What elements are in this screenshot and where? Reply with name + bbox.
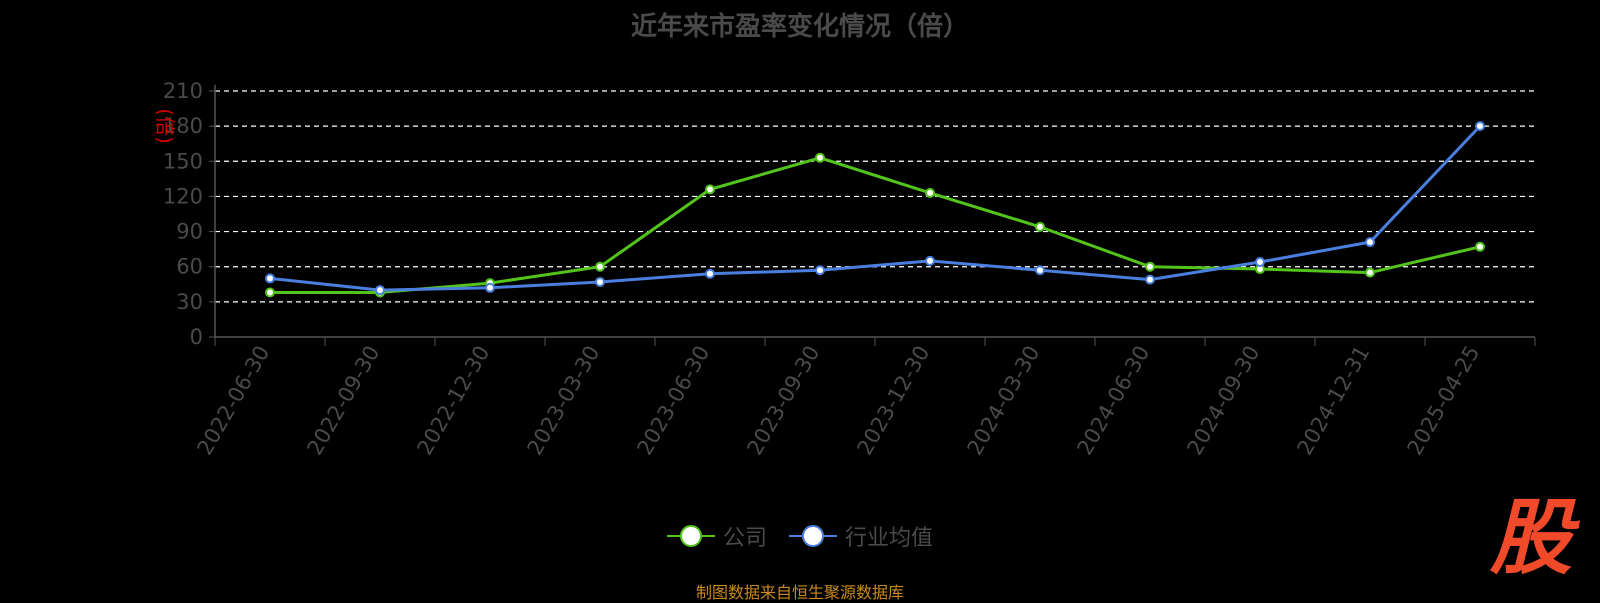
chart-title: 近年来市盈率变化情况（倍） bbox=[630, 12, 969, 42]
data-point-company bbox=[1035, 221, 1045, 232]
x-tick-label: 2022-09-30 bbox=[303, 342, 385, 460]
y-tick-label: 150 bbox=[163, 149, 203, 173]
x-tick-label: 2023-03-30 bbox=[523, 342, 605, 460]
data-point-company bbox=[1475, 241, 1485, 252]
data-point-company bbox=[595, 261, 605, 272]
legend-item-industry[interactable]: 行业均值 bbox=[789, 520, 933, 552]
series-line-company bbox=[270, 156, 1481, 294]
legend-marker-company bbox=[666, 525, 715, 547]
y-tick-label: 120 bbox=[163, 184, 203, 208]
data-point-industry bbox=[1035, 265, 1045, 276]
legend-item-company[interactable]: 公司 bbox=[666, 520, 767, 552]
data-point-industry bbox=[925, 255, 935, 266]
data-point-industry bbox=[595, 276, 605, 287]
y-tick-label: 0 bbox=[190, 325, 203, 349]
x-tick-label: 2024-03-30 bbox=[963, 342, 1045, 460]
y-tick-label: 30 bbox=[176, 290, 203, 314]
y-tick-label: 210 bbox=[163, 79, 203, 103]
data-source-note: 制图数据来自恒生聚源数据库 bbox=[695, 583, 904, 602]
x-tick-label: 2022-12-30 bbox=[413, 342, 495, 460]
x-tick-label: 2025-04-25 bbox=[1403, 342, 1485, 460]
data-point-company bbox=[265, 287, 275, 298]
legend-marker-industry bbox=[789, 525, 837, 547]
data-point-industry bbox=[815, 265, 825, 276]
data-point-company bbox=[1145, 261, 1155, 272]
data-point-industry bbox=[265, 273, 275, 284]
data-point-company bbox=[1365, 267, 1375, 278]
data-point-industry bbox=[1255, 257, 1265, 268]
x-tick-label: 2023-06-30 bbox=[633, 342, 715, 460]
data-point-company bbox=[815, 152, 825, 163]
x-tick-label: 2024-12-31 bbox=[1293, 342, 1375, 460]
data-point-industry bbox=[705, 268, 715, 279]
x-tick-label: 2024-09-30 bbox=[1183, 342, 1265, 460]
legend-label-industry: 行业均值 bbox=[845, 526, 934, 551]
x-tick-label: 2023-09-30 bbox=[743, 342, 825, 460]
data-point-industry bbox=[485, 282, 495, 293]
y-tick-label: 60 bbox=[176, 255, 203, 279]
x-tick-label: 2023-12-30 bbox=[853, 342, 935, 460]
data-point-industry bbox=[1145, 274, 1155, 285]
y-axis-unit-label: (倍) bbox=[153, 108, 177, 144]
data-point-industry bbox=[1365, 237, 1375, 248]
data-point-company bbox=[925, 187, 935, 198]
data-point-industry bbox=[1475, 121, 1485, 132]
legend-label-company: 公司 bbox=[722, 526, 767, 551]
x-tick-label: 2022-06-30 bbox=[193, 342, 275, 460]
series-line-industry bbox=[269, 125, 1482, 292]
x-tick-label: 2024-06-30 bbox=[1073, 342, 1155, 460]
stock-logo: 股 bbox=[1490, 491, 1572, 586]
y-tick-label: 90 bbox=[176, 220, 203, 244]
y-tick-label: 180 bbox=[163, 114, 203, 138]
data-point-industry bbox=[375, 285, 385, 296]
data-point-company bbox=[705, 184, 715, 195]
chart-legend: 公司 行业均值 bbox=[0, 520, 1600, 552]
